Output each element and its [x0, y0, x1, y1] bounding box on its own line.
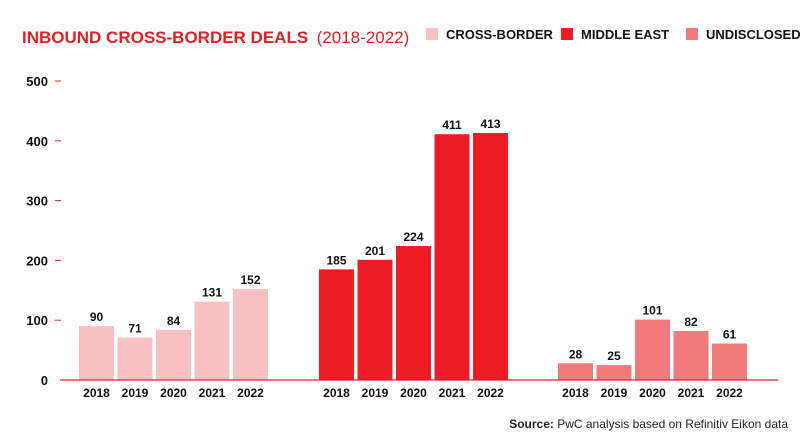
legend-swatch-undisclosed [686, 28, 698, 40]
bar-cross-border-2021 [194, 301, 230, 380]
x-tick-label: 2021 [439, 386, 466, 400]
data-label: 90 [90, 310, 104, 324]
bar-middle-east-2020 [396, 246, 431, 380]
source-note: Source: PwC analysis based on Refinitiv … [509, 417, 788, 431]
x-tick-label: 2018 [323, 386, 350, 400]
legend-label-cross-border: CROSS-BORDER [446, 27, 554, 42]
y-tick-label: 200 [26, 253, 48, 268]
x-tick-label: 2018 [83, 386, 110, 400]
bar-cross-border-2019 [117, 337, 153, 380]
data-label: 201 [365, 244, 385, 258]
chart-title-years: (2018-2022) [317, 28, 410, 47]
x-tick-label: 2022 [477, 386, 504, 400]
y-tick-label: 500 [26, 74, 48, 89]
data-label: 152 [240, 273, 260, 287]
bar-undisclosed-2022 [712, 343, 747, 380]
y-axis: 500 400 300 200 100 0 [26, 74, 61, 388]
x-tick-label: 2018 [562, 386, 589, 400]
x-tick-label: 2020 [160, 386, 187, 400]
y-tick-label: 100 [26, 313, 48, 328]
bar-undisclosed-2018 [558, 363, 593, 380]
x-tick-label: 2021 [199, 386, 226, 400]
legend-label-middle-east: MIDDLE EAST [581, 27, 669, 42]
bar-undisclosed-2021 [673, 330, 709, 380]
bar-cross-border-2020 [156, 329, 191, 380]
bar-middle-east-2021 [434, 134, 470, 380]
data-label: 413 [480, 117, 500, 131]
x-tick-label: 2020 [400, 386, 427, 400]
bar-undisclosed-2019 [596, 365, 632, 380]
y-tick-label: 400 [26, 134, 48, 149]
bar-middle-east-2018 [319, 269, 354, 380]
bar-middle-east-2022 [473, 133, 508, 380]
bar-cross-border-2022 [233, 289, 268, 380]
data-label: 411 [442, 118, 462, 132]
data-label: 82 [684, 315, 698, 329]
chart-title-main: INBOUND CROSS-BORDER DEALS [22, 28, 308, 47]
bar-undisclosed-2020 [635, 319, 670, 380]
data-label: 71 [128, 322, 142, 336]
data-label: 224 [403, 230, 423, 244]
bar-cross-border-2018 [79, 326, 114, 380]
x-tick-label: 2019 [362, 386, 389, 400]
x-tick-label: 2021 [678, 386, 705, 400]
legend-label-undisclosed: UNDISCLOSED [706, 27, 800, 42]
data-label: 61 [723, 328, 737, 342]
source-label: Source: [509, 417, 554, 431]
data-label: 84 [167, 314, 181, 328]
data-label: 28 [569, 347, 583, 361]
legend-swatch-cross-border [426, 28, 438, 40]
x-tick-label: 2019 [601, 386, 628, 400]
y-tick-label: 300 [26, 194, 48, 209]
data-label: 101 [642, 304, 662, 318]
bars: 90 71 84 131 152 185 201 224 411 413 28 25 101 82 61 [79, 117, 747, 380]
x-tick-label: 2020 [639, 386, 666, 400]
data-label: 185 [326, 253, 346, 267]
source-text: PwC analysis based on Refinitiv Eikon da… [554, 417, 788, 431]
x-tick-label: 2022 [237, 386, 264, 400]
legend-swatch-middle-east [561, 28, 573, 40]
legend: CROSS-BORDER MIDDLE EAST UNDISCLOSED [426, 27, 800, 42]
x-tick-label: 2022 [716, 386, 743, 400]
data-label: 25 [607, 349, 621, 363]
x-tick-label: 2019 [122, 386, 149, 400]
bar-middle-east-2019 [357, 259, 393, 380]
y-tick-label: 0 [41, 373, 48, 388]
data-label: 131 [202, 286, 222, 300]
x-axis: 2018 2019 2020 2021 2022 2018 2019 2020 2021 2022… [60, 379, 778, 400]
chart-title: INBOUND CROSS-BORDER DEALS (2018-2022) [22, 28, 409, 47]
